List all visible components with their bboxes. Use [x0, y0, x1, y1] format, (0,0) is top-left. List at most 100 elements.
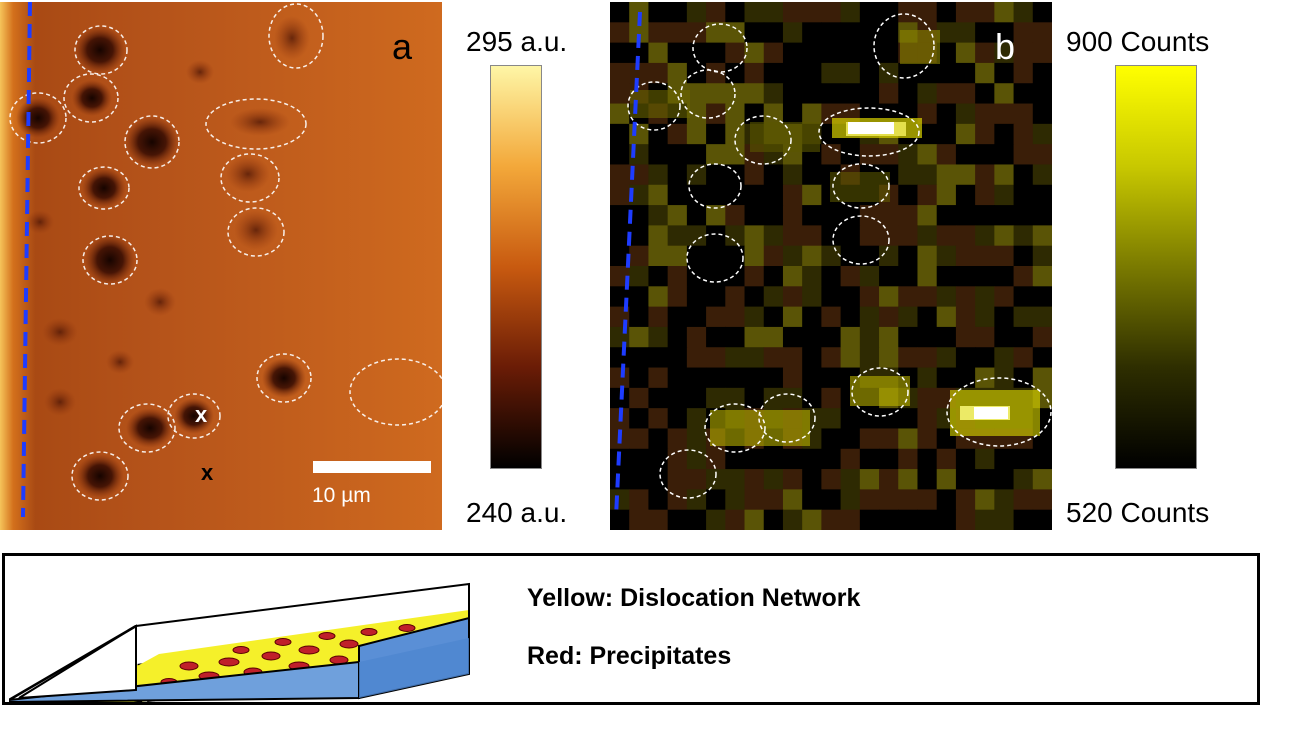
panel-b-pixel [821, 408, 842, 429]
panel-b-pixel [879, 286, 899, 308]
panel-b-pixel [879, 83, 899, 105]
panel-b-pixel [725, 367, 746, 389]
panel-b-pixel [955, 448, 976, 470]
panel-b-pixel [802, 42, 822, 64]
panel-b-pixel [648, 2, 669, 23]
panel-b-pixel [706, 83, 726, 105]
panel-b-pixel [821, 245, 842, 267]
panel-b-pixel [610, 22, 630, 44]
panel-b-pixel [725, 469, 746, 490]
panel-b-pixel [802, 164, 822, 186]
panel-b-pixel [1032, 62, 1052, 84]
panel-b-pixel [744, 469, 765, 490]
panel-b-pixel [686, 2, 707, 23]
panel-b-pixel [686, 509, 707, 530]
panel-b-pixel [879, 2, 899, 23]
panel-b-pixel [802, 245, 822, 267]
panel-b-pixel [1032, 469, 1052, 490]
panel-b-pixel [859, 428, 880, 450]
panel-b-pixel [936, 367, 957, 389]
panel-b-dashed-circle [659, 449, 717, 499]
panel-b-pixel [706, 123, 726, 145]
panel-b-pixel [802, 509, 822, 530]
panel-b-pixel [706, 509, 726, 530]
panel-b-pixel [706, 205, 726, 226]
panel-b-pixel [917, 225, 938, 247]
panel-b-pixel [917, 347, 938, 369]
panel-b-pixel [859, 448, 880, 470]
panel-b-pixel [898, 489, 918, 511]
panel-b-pixel [725, 326, 746, 348]
panel-b-pixel [936, 62, 957, 84]
panel-b-dashed-circle [688, 163, 742, 209]
panel-b-pixel [667, 347, 688, 369]
panel-b-max-pixel [974, 407, 1008, 419]
panel-a-marker-black: x [201, 460, 214, 485]
panel-b-pixel [782, 83, 803, 105]
panel-b-pixel [898, 225, 918, 247]
panel-b-pixel [782, 448, 803, 470]
panel-b-pixel [840, 225, 861, 247]
panel-b-pixel [686, 62, 707, 84]
panel-b-pixel [917, 266, 938, 287]
panel-b-pixel [725, 22, 746, 44]
panel-b-pixel [686, 184, 707, 206]
panel-b-pixel [1013, 144, 1034, 165]
panel-b-pixel [686, 245, 707, 267]
panel-b-pixel [821, 2, 842, 23]
panel-b-pixel [859, 62, 880, 84]
panel-b-pixel [936, 123, 957, 145]
panel-b-pixel [821, 347, 842, 369]
panel-b-pixel [782, 2, 803, 23]
panel-b-pixel [898, 509, 918, 530]
panel-b-pixel [744, 184, 765, 206]
panel-b-pixel [1032, 326, 1052, 348]
panel-b-pixel [610, 469, 630, 490]
panel-b-pixel [898, 62, 918, 84]
panel-b-pixel [782, 469, 803, 490]
panel-b-pixel [744, 347, 765, 369]
panel-b-pixel [802, 62, 822, 84]
panel-b-max-pixel [848, 122, 894, 134]
panel-b-pixel [782, 42, 803, 64]
panel-b-pixel [1032, 164, 1052, 186]
panel-b-pixel [667, 62, 688, 84]
panel-b-pixel [686, 103, 707, 125]
panel-b-pixel [667, 144, 688, 165]
panel-b-pixel [1032, 144, 1052, 165]
panel-b-pixel [821, 469, 842, 490]
panel-b-pixel [936, 2, 957, 23]
panel-b-pixel [725, 103, 746, 125]
panel-b-pixel [648, 326, 669, 348]
panel-b-pixel [686, 164, 707, 186]
panel-b-pixel [610, 2, 630, 23]
panel-b-pixel [859, 347, 880, 369]
panel-b-pixel [686, 144, 707, 165]
panel-b-pixel [859, 286, 880, 308]
panel-b-pixel [917, 428, 938, 450]
panel-b-pixel [1032, 42, 1052, 64]
panel-b-pixel [667, 22, 688, 44]
panel-b-pixel [859, 42, 880, 64]
panel-b-pixel [1013, 326, 1034, 348]
panel-b-pixel [917, 83, 938, 105]
panel-b-pixel [936, 164, 957, 186]
panel-b-pixel [994, 326, 1015, 348]
panel-b-pixel [1013, 123, 1034, 145]
panel-b-pixel [975, 164, 995, 186]
panel-b-pixel [917, 123, 938, 145]
panel-b-pixel [1032, 367, 1052, 389]
panel-b-pixel [667, 123, 688, 145]
panel-b-pixel [1032, 205, 1052, 226]
panel-b-pixel [840, 347, 861, 369]
panel-b-pixel [821, 509, 842, 530]
panel-b-pixel [898, 448, 918, 470]
panel-b-pixel [994, 469, 1015, 490]
panel-b-hotspot [710, 410, 810, 446]
panel-b-pixel [975, 509, 995, 530]
panel-b-pixel [744, 42, 765, 64]
panel-b-pixel [725, 286, 746, 308]
panel-b-pixel [859, 245, 880, 267]
panel-b-pixel [898, 144, 918, 165]
panel-b-pixel [610, 205, 630, 226]
